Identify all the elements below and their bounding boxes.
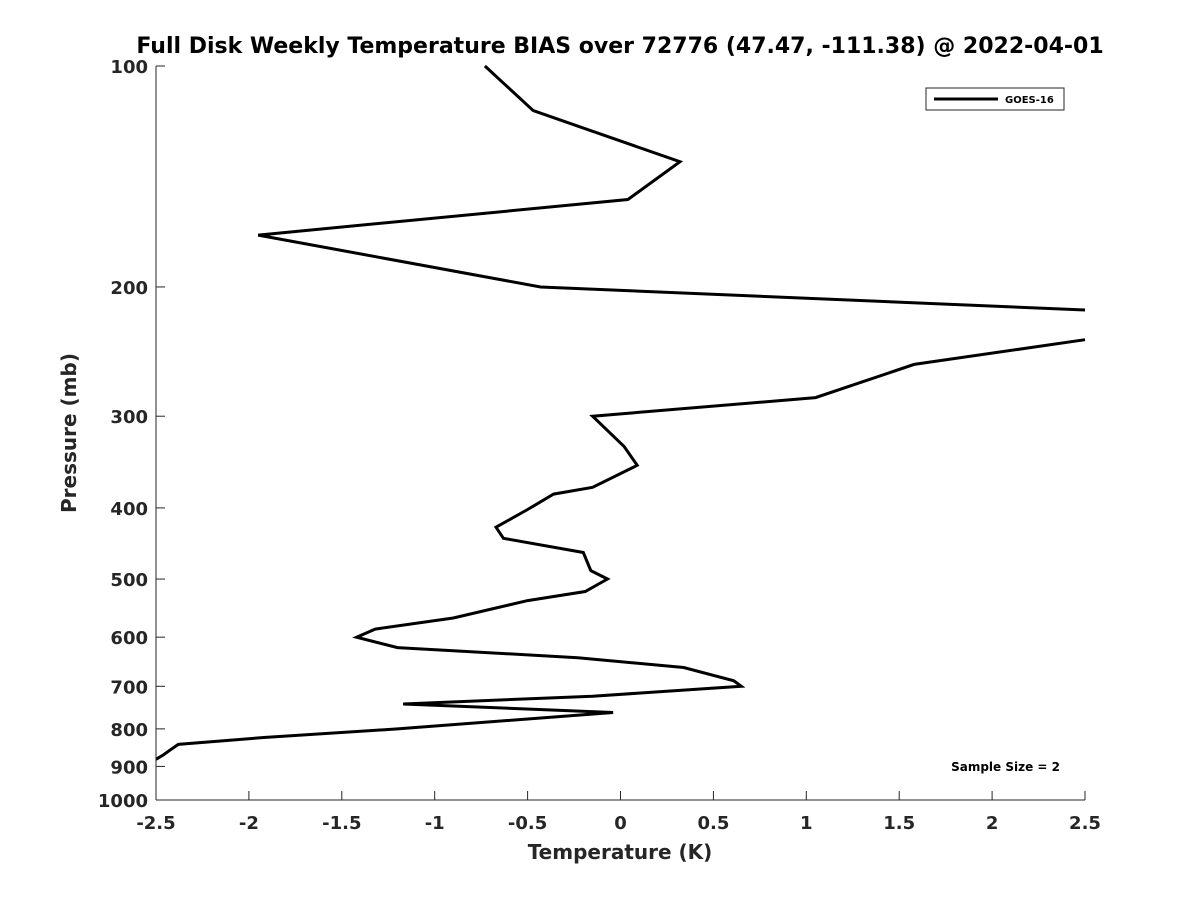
x-tick-label: -2: [239, 813, 259, 834]
x-tick-label: -0.5: [508, 813, 547, 834]
x-tick-label: -1: [425, 813, 445, 834]
chart-title: Full Disk Weekly Temperature BIAS over 7…: [136, 34, 1103, 59]
y-tick-label: 600: [110, 628, 148, 649]
y-tick-label: 500: [110, 570, 148, 591]
y-tick-label: 1000: [98, 791, 148, 812]
sample-size-annotation: Sample Size = 2: [951, 760, 1060, 774]
y-tick-label: 700: [110, 677, 148, 698]
x-tick-label: 1.5: [883, 813, 915, 834]
y-axis: 100 200 300 400 500 600 700 800 900 1000: [98, 57, 165, 812]
plot-area: [156, 64, 1086, 761]
y-tick-label: 200: [110, 278, 148, 299]
x-tick-label: -2.5: [136, 813, 175, 834]
series-line-goes-16: [257, 64, 1086, 312]
x-tick-label: 0.5: [697, 813, 729, 834]
y-tick-label: 400: [110, 499, 148, 520]
y-tick-label: 800: [110, 720, 148, 741]
x-tick-label: 2: [986, 813, 999, 834]
legend: GOES-16: [925, 87, 1065, 111]
x-tick-label: 0: [614, 813, 627, 834]
series-line-goes-16: [156, 338, 1086, 761]
y-tick-label: 900: [110, 757, 148, 778]
x-tick-label: -1.5: [322, 813, 361, 834]
x-tick-label: 2.5: [1069, 813, 1101, 834]
x-axis-label: Temperature (K): [528, 840, 713, 864]
y-tick-label: 300: [110, 407, 148, 428]
x-tick-label: 1: [800, 813, 813, 834]
legend-label-goes-16: GOES-16: [1005, 95, 1054, 106]
y-tick-label: 100: [110, 57, 148, 78]
y-axis-label: Pressure (mb): [57, 353, 81, 513]
x-axis: -2.5 -2 -1.5 -1 -0.5 0 0.5 1 1.5 2 2.5: [136, 791, 1101, 834]
